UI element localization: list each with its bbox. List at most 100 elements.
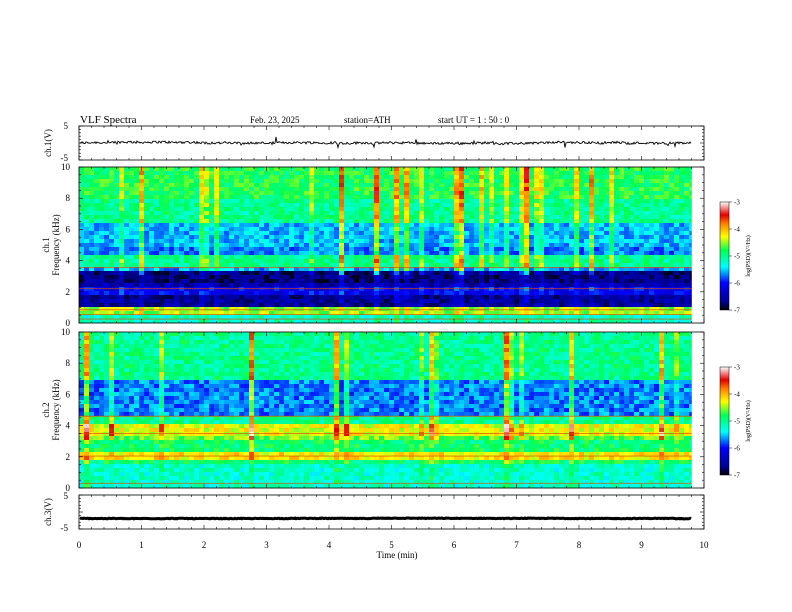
ch1-spec-cell bbox=[599, 283, 605, 288]
ch1-spec-cell bbox=[409, 219, 415, 224]
ch1-spec-cell bbox=[649, 283, 655, 288]
ch1-spec-cell bbox=[499, 315, 505, 320]
ch1-spec-cell bbox=[324, 167, 330, 172]
ch1-spec-cell bbox=[264, 239, 270, 244]
ch1-spec-cell bbox=[349, 167, 355, 172]
ch1-spec-cell bbox=[649, 231, 655, 236]
ch1-spec-cell bbox=[364, 167, 370, 172]
ch1-spec-cell bbox=[244, 235, 250, 240]
ch1-spec-cell bbox=[129, 215, 135, 220]
ch1-spec-cell bbox=[149, 179, 155, 184]
ch1-spec-cell bbox=[199, 271, 205, 276]
ch1-spec-cell bbox=[689, 215, 692, 220]
ch1-spec-cell bbox=[464, 251, 470, 256]
ch1-spec-cell bbox=[309, 195, 315, 200]
ch1-spec-cell bbox=[524, 223, 530, 228]
ch1-spec-cell bbox=[599, 207, 605, 212]
ch1-spec-cell bbox=[144, 283, 150, 288]
ch1-spec-cell bbox=[624, 275, 630, 280]
ch1-spec-cell bbox=[599, 211, 605, 216]
ch1-spec-cell bbox=[514, 287, 520, 292]
ch1-spec-cell bbox=[504, 207, 510, 212]
ch1-spec-cell bbox=[89, 307, 95, 312]
ch1-spec-cell bbox=[259, 251, 265, 256]
ch1-spec-cell bbox=[414, 231, 420, 236]
ch1-spec-cell bbox=[234, 243, 240, 248]
ch1-spec-cell bbox=[399, 203, 405, 208]
ch1-spec-cell bbox=[214, 283, 220, 288]
ch1-spec-cell bbox=[679, 303, 685, 308]
ch1-spec-cell bbox=[429, 183, 435, 188]
ch1-spec-cell bbox=[444, 311, 450, 316]
ch1-spec-cell bbox=[604, 235, 610, 240]
ch1-spec-cell bbox=[604, 307, 610, 312]
ch1-spec-cell bbox=[184, 267, 190, 272]
ch1-spec-cell bbox=[224, 307, 230, 312]
ch1-spec-cell bbox=[609, 307, 615, 312]
ch1-spec-cell bbox=[494, 239, 500, 244]
ch1-spec-cell bbox=[169, 203, 175, 208]
ch1-spec-cell bbox=[259, 219, 265, 224]
ch1-spec-cell bbox=[594, 267, 600, 272]
ch1-spec-cell bbox=[479, 271, 485, 276]
ch1-spec-cell bbox=[559, 191, 565, 196]
ch1-spec-cell bbox=[504, 275, 510, 280]
ch1-spec-cell bbox=[639, 291, 645, 296]
ch1-spec-cell bbox=[89, 215, 95, 220]
ch1-spec-cell bbox=[589, 235, 595, 240]
ch1-spec-cell bbox=[394, 263, 400, 268]
ch1-spec-cell bbox=[534, 235, 540, 240]
ch1-spec-cell bbox=[469, 211, 475, 216]
ch1-spec-cell bbox=[239, 311, 245, 316]
ch1-spec-cell bbox=[529, 171, 535, 176]
ch1-spec-cell bbox=[184, 191, 190, 196]
ch1-spec-cell bbox=[584, 223, 590, 228]
ch1-spec-cell bbox=[109, 215, 115, 220]
ch1-spec-cell bbox=[284, 271, 290, 276]
ch1-spec-cell bbox=[574, 275, 580, 280]
ch1-spec-cell bbox=[329, 251, 335, 256]
ch1-spec-cell bbox=[609, 291, 615, 296]
ch1-spec-cell bbox=[114, 299, 120, 304]
ch1-spec-cell bbox=[339, 199, 345, 204]
ch1-spec-cell bbox=[564, 171, 570, 176]
ch1-spec-cell bbox=[269, 247, 275, 252]
ch1-spec-cell bbox=[684, 251, 690, 256]
ch1-spec-cell bbox=[264, 271, 270, 276]
ch1-spec-cell bbox=[469, 295, 475, 300]
ch1-spec-cell bbox=[424, 291, 430, 296]
ch1-spec-cell bbox=[234, 279, 240, 284]
ch1-spec-cell bbox=[399, 299, 405, 304]
ch1-spec-cell bbox=[284, 183, 290, 188]
ch1-spec-cell bbox=[304, 219, 310, 224]
ch1-spec-cell bbox=[314, 283, 320, 288]
ch1-spec-cell bbox=[359, 283, 365, 288]
ch1-spec-cell bbox=[529, 219, 535, 224]
ch1-spec-cell bbox=[104, 295, 110, 300]
ch1-spec-cell bbox=[279, 215, 285, 220]
ch1-spec-cell bbox=[119, 279, 125, 284]
ch1-spec-cell bbox=[404, 239, 410, 244]
ch1-spec-cell bbox=[639, 195, 645, 200]
ch1-spec-cell bbox=[349, 303, 355, 308]
ch1-spec-cell bbox=[84, 239, 90, 244]
ch1-spec-cell bbox=[679, 183, 685, 188]
ch1-spec-cell bbox=[174, 219, 180, 224]
ch1-spec-cell bbox=[419, 287, 425, 292]
ch1-spec-cell bbox=[369, 211, 375, 216]
ch1-spec-cell bbox=[264, 311, 270, 316]
ch1-spec-cell bbox=[449, 319, 455, 324]
ch1-spec-cell bbox=[324, 291, 330, 296]
ch1-spec-cell bbox=[644, 223, 650, 228]
ch1-spec-cell bbox=[294, 295, 300, 300]
ch1-spec-cell bbox=[439, 223, 445, 228]
ch1-spec-cell bbox=[244, 187, 250, 192]
ch1-spec-cell bbox=[429, 207, 435, 212]
ch1-spec-cell bbox=[599, 299, 605, 304]
ch1-spec-cell bbox=[434, 275, 440, 280]
ch1-spec-cell bbox=[624, 183, 630, 188]
ch1-spec-cell bbox=[639, 223, 645, 228]
ch1-spec-cell bbox=[609, 219, 615, 224]
ch1-spec-cell bbox=[259, 183, 265, 188]
ch1-spec-cell bbox=[674, 211, 680, 216]
